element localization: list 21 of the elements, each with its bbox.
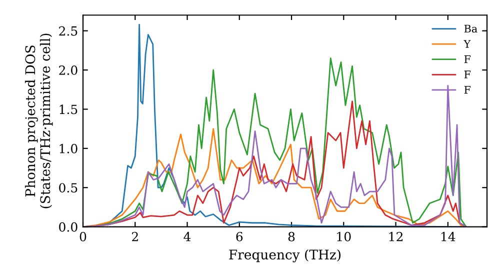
x-tick-label: 0 <box>80 232 86 242</box>
legend-label: F <box>464 70 471 78</box>
y-tick-label: 2.0 <box>59 65 78 75</box>
x-tick-label: 14 <box>441 232 456 242</box>
x-tick-label: 8 <box>288 232 295 242</box>
legend-label: Ba <box>464 24 478 33</box>
x-tick-label: 4 <box>184 232 191 242</box>
x-tick-label: 10 <box>337 232 351 242</box>
y-tick-label: 0.0 <box>59 222 78 232</box>
legend-label: F <box>464 86 471 94</box>
y-tick-label: 0.5 <box>59 183 78 193</box>
x-tick-label: 6 <box>236 232 243 242</box>
x-tick-label: 12 <box>389 232 402 242</box>
legend-label: Y <box>464 40 471 48</box>
y-tick-label: 2.5 <box>59 26 78 36</box>
y-axis-title: Phonon projected DOS (States/THz·primitive cell) <box>24 34 53 208</box>
x-axis-title: Frequency (THz) <box>229 249 341 262</box>
y-tick-label: 1.5 <box>60 104 78 114</box>
legend-label: F <box>464 55 471 63</box>
y-tick-label: 1.0 <box>60 144 78 154</box>
x-tick-label: 2 <box>132 232 138 242</box>
